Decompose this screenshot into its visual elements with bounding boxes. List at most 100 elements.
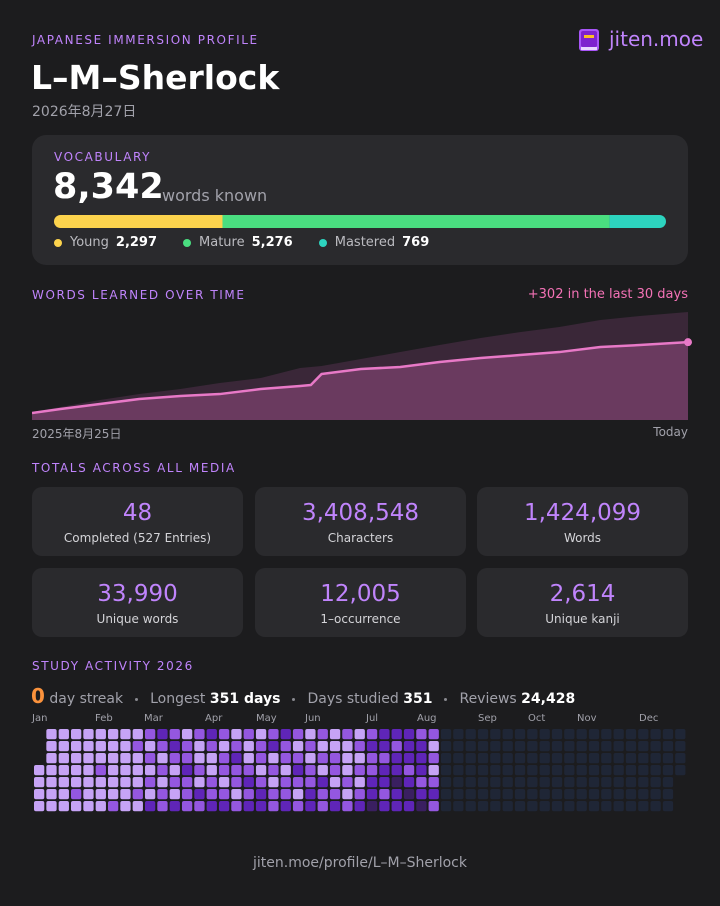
activity-cell bbox=[514, 789, 526, 800]
activity-cell bbox=[120, 765, 131, 776]
activity-cell bbox=[613, 777, 624, 788]
legend-item: Young 2,297 bbox=[54, 235, 157, 250]
activity-cell bbox=[391, 753, 402, 764]
activity-cell bbox=[440, 765, 452, 776]
activity-cell bbox=[613, 765, 624, 776]
activity-cell bbox=[564, 765, 575, 776]
activity-cell bbox=[58, 777, 69, 788]
activity-cell bbox=[194, 801, 205, 812]
activity-cell bbox=[144, 801, 156, 812]
activity-cell bbox=[564, 801, 575, 812]
activity-cell bbox=[255, 777, 267, 788]
legend-item: Mature 5,276 bbox=[183, 235, 293, 250]
month-label: Oct bbox=[528, 713, 546, 724]
activity-cell bbox=[268, 801, 279, 812]
activity-cell bbox=[169, 729, 180, 740]
activity-cell bbox=[107, 765, 119, 776]
activity-cell bbox=[194, 729, 205, 740]
activity-cell bbox=[576, 789, 587, 800]
activity-cell bbox=[588, 801, 600, 812]
activity-cell bbox=[329, 801, 341, 812]
activity-cell bbox=[416, 765, 427, 776]
activity-cell bbox=[514, 801, 526, 812]
activity-cell bbox=[551, 789, 563, 800]
activity-cell bbox=[95, 801, 106, 812]
activity-cell bbox=[551, 729, 563, 740]
activity-cell bbox=[243, 765, 254, 776]
activity-cell bbox=[268, 741, 279, 752]
activity-cell bbox=[292, 777, 304, 788]
stat-card: 2,614 Unique kanji bbox=[477, 568, 688, 637]
activity-cell bbox=[95, 753, 106, 764]
totals-title: TOTALS ACROSS ALL MEDIA bbox=[32, 461, 236, 475]
month-label: Jul bbox=[366, 713, 379, 724]
activity-cell bbox=[317, 753, 328, 764]
activity-cell bbox=[453, 753, 464, 764]
activity-cell bbox=[206, 789, 217, 800]
activity-cell bbox=[58, 753, 69, 764]
activity-cell bbox=[292, 741, 304, 752]
activity-cell bbox=[181, 729, 193, 740]
brand[interactable]: jiten.moe bbox=[609, 27, 704, 51]
activity-cell bbox=[317, 789, 328, 800]
activity-cell bbox=[465, 741, 476, 752]
activity-cell bbox=[46, 801, 57, 812]
activity-cell bbox=[625, 777, 637, 788]
stat-label: Unique kanji bbox=[545, 612, 620, 626]
stat-label: 1–occurrence bbox=[320, 612, 401, 626]
longest-value: 351 days bbox=[209, 691, 281, 707]
activity-cell bbox=[650, 765, 661, 776]
activity-cell bbox=[58, 801, 69, 812]
activity-cell bbox=[169, 765, 180, 776]
activity-cell bbox=[514, 753, 526, 764]
activity-cell bbox=[539, 801, 550, 812]
activity-cell bbox=[490, 753, 501, 764]
activity-cell bbox=[675, 729, 686, 740]
month-label: Dec bbox=[639, 713, 659, 724]
activity-cell bbox=[465, 801, 476, 812]
activity-cell bbox=[305, 777, 316, 788]
activity-cell bbox=[366, 801, 378, 812]
activity-cell bbox=[329, 777, 341, 788]
vocabulary-bar bbox=[54, 215, 666, 228]
activity-cell bbox=[231, 753, 242, 764]
bar-segment bbox=[54, 215, 223, 228]
activity-cell bbox=[564, 741, 575, 752]
activity-cell bbox=[255, 729, 267, 740]
activity-cell bbox=[650, 753, 661, 764]
activity-cell bbox=[539, 777, 550, 788]
activity-cell bbox=[157, 801, 168, 812]
activity-cell bbox=[527, 765, 538, 776]
activity-cell bbox=[588, 789, 600, 800]
activity-cell bbox=[675, 741, 686, 752]
activity-cell bbox=[292, 789, 304, 800]
activity-cell bbox=[403, 789, 415, 800]
activity-cell bbox=[107, 801, 119, 812]
activity-cell bbox=[46, 777, 57, 788]
activity-cell bbox=[83, 777, 94, 788]
activity-cell bbox=[366, 753, 378, 764]
legend-name: Mastered bbox=[334, 235, 396, 250]
activity-cell bbox=[317, 729, 328, 740]
activity-cell bbox=[120, 801, 131, 812]
activity-cell bbox=[588, 729, 600, 740]
activity-cell bbox=[157, 741, 168, 752]
chart-annotation: +302 in the last 30 days bbox=[527, 287, 688, 302]
activity-cell bbox=[576, 765, 587, 776]
activity-cell bbox=[379, 729, 390, 740]
activity-cell bbox=[144, 753, 156, 764]
activity-cell bbox=[416, 801, 427, 812]
activity-cell bbox=[539, 753, 550, 764]
footer-url[interactable]: jiten.moe/profile/L–M–Sherlock bbox=[253, 855, 467, 871]
activity-cell bbox=[638, 741, 649, 752]
activity-cell bbox=[490, 801, 501, 812]
activity-cell bbox=[601, 765, 612, 776]
activity-cell bbox=[231, 741, 242, 752]
activity-cell bbox=[490, 729, 501, 740]
activity-cell bbox=[625, 753, 637, 764]
month-label: Jun bbox=[305, 713, 321, 724]
activity-cell bbox=[34, 801, 45, 812]
activity-cell bbox=[613, 801, 624, 812]
activity-cell bbox=[157, 753, 168, 764]
activity-cell bbox=[403, 777, 415, 788]
